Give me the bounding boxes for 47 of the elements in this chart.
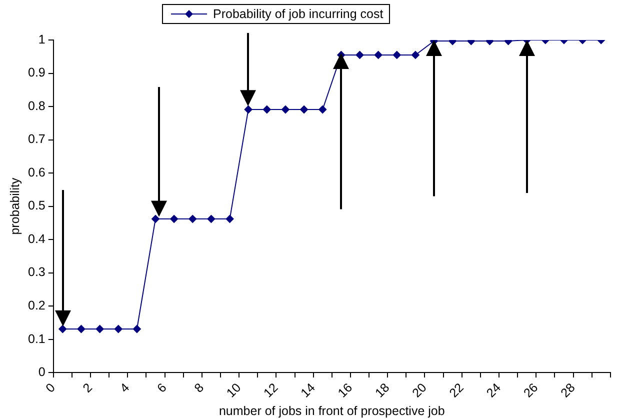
x-tick-label: 18 <box>372 380 392 400</box>
y-tick-label: 0.4 <box>28 232 46 246</box>
x-tick-label: 2 <box>80 380 96 396</box>
point <box>58 324 67 333</box>
point <box>300 106 308 114</box>
x-tick-label: 22 <box>446 380 466 400</box>
x-tick-label: 24 <box>484 380 504 400</box>
point <box>356 50 364 59</box>
point <box>226 214 234 223</box>
point <box>318 106 327 114</box>
x-tick-label: 8 <box>192 380 207 396</box>
y-tick-label: 0 <box>38 365 46 380</box>
x-tick-label: 16 <box>335 380 356 400</box>
legend-label: Probability of job incurring cost <box>213 7 384 21</box>
y-tick-label: 1 <box>38 32 46 46</box>
y-tick-label: 0.2 <box>28 298 46 313</box>
y-tick-label: 0.1 <box>28 332 46 346</box>
y-tick-label: 0.6 <box>28 165 46 180</box>
point <box>244 106 252 114</box>
y-tick-label: 0.8 <box>28 98 46 113</box>
point <box>188 214 197 223</box>
y-axis-title: probability <box>8 177 22 235</box>
y-tick-label: 0.5 <box>28 198 46 213</box>
point <box>392 50 401 59</box>
x-tick-label: 6 <box>154 380 170 396</box>
x-tick-label: 28 <box>558 380 578 400</box>
point <box>151 214 160 223</box>
point <box>411 50 420 59</box>
x-tick-label: 20 <box>410 380 430 400</box>
point <box>374 50 382 59</box>
point <box>207 214 216 223</box>
point <box>77 324 86 333</box>
point <box>114 324 122 333</box>
x-tick-label: 10 <box>224 380 244 400</box>
point <box>262 106 271 114</box>
point <box>132 324 141 333</box>
x-tick-label: 14 <box>298 380 318 400</box>
y-tick-label: 0.3 <box>28 265 46 280</box>
y-tick-label: 0.7 <box>28 132 46 146</box>
point <box>96 324 104 333</box>
point <box>170 214 178 223</box>
x-tick-label: 4 <box>117 380 132 396</box>
x-tick-label: 12 <box>261 380 281 400</box>
y-tick-label: 0.9 <box>28 66 46 80</box>
x-axis-title: number of jobs in front of prospective job <box>218 404 445 418</box>
point <box>281 106 290 114</box>
x-tick-label: 26 <box>520 380 541 400</box>
